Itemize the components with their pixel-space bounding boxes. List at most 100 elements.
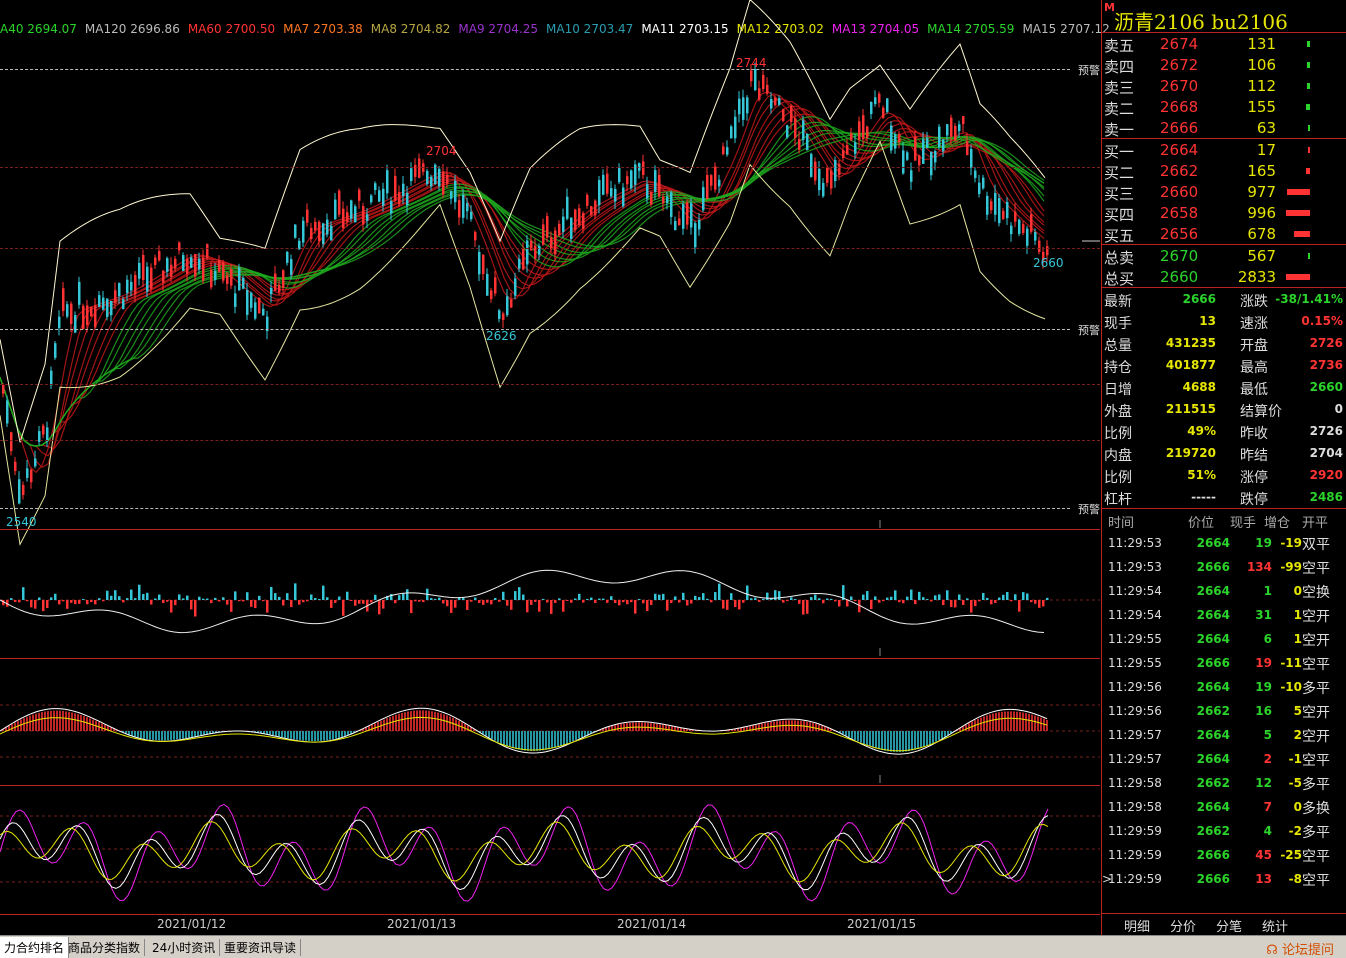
tab-24h-news[interactable]: 24小时资讯 — [148, 939, 221, 956]
candle-body — [734, 116, 737, 139]
date-label: 2021/01/14 — [617, 917, 687, 931]
tick-row[interactable]: >11:29:59 2666 13 -8 空平 — [1102, 867, 1346, 891]
level-volume: 112 — [1247, 77, 1276, 95]
tick-row[interactable]: 11:29:55 2664 6 1 空开 — [1102, 627, 1346, 651]
tab-ranking[interactable]: 力合约排名 — [0, 937, 70, 958]
tick-price: 2664 — [1196, 632, 1230, 646]
candle-body — [678, 218, 681, 226]
ma-ribbon-line — [0, 132, 1045, 447]
panel-separator — [0, 785, 1100, 786]
candle-body — [390, 200, 393, 214]
ma-legend-item: MA10 2703.47 — [546, 22, 634, 36]
forum-link[interactable]: ☊ 论坛提问 — [1266, 943, 1334, 958]
chart-canvas[interactable] — [0, 0, 1100, 935]
candle-body — [722, 146, 725, 155]
level-price: 2670 — [1160, 77, 1199, 95]
volume-bar — [690, 600, 693, 604]
candle-body — [718, 179, 721, 187]
candle-body — [782, 109, 785, 122]
tick-row[interactable]: 11:29:56 2662 16 5 空开 — [1102, 699, 1346, 723]
order-book-row[interactable]: 总卖 2670 567 — [1102, 245, 1346, 267]
ma-ribbon-line — [0, 132, 1045, 447]
volume-bar — [502, 591, 505, 600]
tick-row[interactable]: 11:29:57 2664 5 2 空开 — [1102, 723, 1346, 747]
volume-bar — [178, 594, 181, 600]
stat-label: 现手 — [1104, 316, 1132, 332]
volume-bar — [662, 593, 665, 600]
level-volume: 2833 — [1237, 268, 1276, 286]
detail-tab[interactable]: 分价 — [1170, 920, 1197, 935]
order-book-row[interactable]: 卖五 2674 131 — [1102, 33, 1346, 55]
candle-body — [450, 191, 453, 199]
detail-tab[interactable]: 明细 — [1124, 920, 1151, 935]
order-book-row[interactable]: 卖三 2670 112 — [1102, 75, 1346, 97]
date-label: 2021/01/12 — [157, 917, 227, 931]
order-book-row[interactable]: 买四 2658 996 — [1102, 202, 1346, 224]
candle-body — [138, 262, 141, 279]
volume-bar — [474, 597, 477, 600]
ma-legend-item: MA8 2704.82 — [370, 22, 451, 36]
volume-bar — [538, 600, 541, 612]
candle-body — [914, 136, 917, 161]
stat-label: 涨跌 — [1240, 294, 1268, 310]
stat-cell: 速涨 0.15% — [1220, 310, 1346, 332]
tick-row[interactable]: 11:29:59 2662 4 -2 多平 — [1102, 819, 1346, 843]
tick-row[interactable]: 11:29:57 2664 2 -1 空平 — [1102, 747, 1346, 771]
tick-row[interactable]: 11:29:59 2666 45 -25 空平 — [1102, 843, 1346, 867]
candle-body — [406, 193, 409, 206]
tick-row[interactable]: 11:29:58 2662 12 -5 多平 — [1102, 771, 1346, 795]
stat-value: 13 — [1199, 314, 1216, 328]
candle-body — [274, 273, 277, 291]
tick-row[interactable]: 11:29:53 2666 134 -99 空平 — [1102, 555, 1346, 579]
stat-cell: 昨收 2726 — [1220, 420, 1346, 442]
tick-row[interactable]: 11:29:53 2664 19 -19 双平 — [1102, 531, 1346, 555]
candle-body — [654, 170, 657, 193]
stat-label: 杠杆 — [1104, 492, 1132, 508]
candle-body — [710, 175, 713, 186]
candle-body — [290, 259, 293, 275]
detail-tab[interactable]: 分笔 — [1216, 920, 1243, 935]
candle-body — [210, 269, 213, 288]
order-book-row[interactable]: 买三 2660 977 — [1102, 181, 1346, 203]
volume-bar — [38, 597, 41, 600]
detail-tab[interactable]: 统计 — [1262, 920, 1289, 935]
tick-time: 11:29:59 — [1108, 824, 1162, 838]
order-book-row[interactable]: 买一 2664 17 — [1102, 139, 1346, 161]
candle-body — [902, 150, 905, 174]
order-book-row[interactable]: 买五 2656 678 — [1102, 223, 1346, 245]
open-interest-line — [0, 569, 1045, 634]
ma-ribbon-line — [0, 113, 1045, 447]
tick-row[interactable]: 11:29:54 2664 1 0 空换 — [1102, 579, 1346, 603]
volume-bar — [210, 600, 213, 604]
order-book-row[interactable]: 卖一 2666 63 — [1102, 117, 1346, 139]
volume-bar — [294, 583, 297, 600]
tab-commodity-index[interactable]: 商品分类指数 — [64, 939, 146, 956]
tick-oi-change: -8 — [1288, 872, 1302, 886]
tick-price: 2664 — [1196, 728, 1230, 742]
tick-row[interactable]: 11:29:58 2664 7 0 多换 — [1102, 795, 1346, 819]
order-book-row[interactable]: 卖二 2668 155 — [1102, 96, 1346, 118]
volume-bar — [198, 596, 201, 600]
tick-row[interactable]: 11:29:55 2666 19 -11 空平 — [1102, 651, 1346, 675]
contract-title[interactable]: 沥青2106 bu2106 — [1114, 10, 1288, 34]
volume-bar — [658, 594, 661, 600]
candle-body — [538, 245, 541, 255]
order-book-row[interactable]: 总买 2660 2833 — [1102, 266, 1346, 288]
order-book-row[interactable]: 卖四 2672 106 — [1102, 54, 1346, 76]
panel-separator — [0, 914, 1100, 915]
volume-bar — [166, 600, 169, 602]
volume-bar — [858, 600, 861, 613]
tab-important-news[interactable]: 重要资讯导读 — [220, 939, 302, 956]
kline-chart[interactable]: A40 2694.07 MA120 2696.86 MA60 2700.50 MA7 … — [0, 0, 1110, 935]
tick-row[interactable]: 11:29:56 2664 19 -10 多平 — [1102, 675, 1346, 699]
warning-label: 预警 — [1078, 503, 1100, 516]
tick-price: 2664 — [1196, 536, 1230, 550]
volume-bar — [270, 586, 273, 600]
volume-bar — [814, 594, 817, 600]
tick-list[interactable]: 11:29:53 2664 19 -19 双平 11:29:53 2666 134 -99 空平 1… — [1102, 531, 1346, 891]
order-book-row[interactable]: 买二 2662 165 — [1102, 160, 1346, 182]
candle-body — [934, 150, 937, 163]
volume-bar — [1010, 600, 1013, 602]
tick-row[interactable]: 11:29:54 2664 31 1 空开 — [1102, 603, 1346, 627]
tick-volume: 6 — [1263, 632, 1272, 646]
